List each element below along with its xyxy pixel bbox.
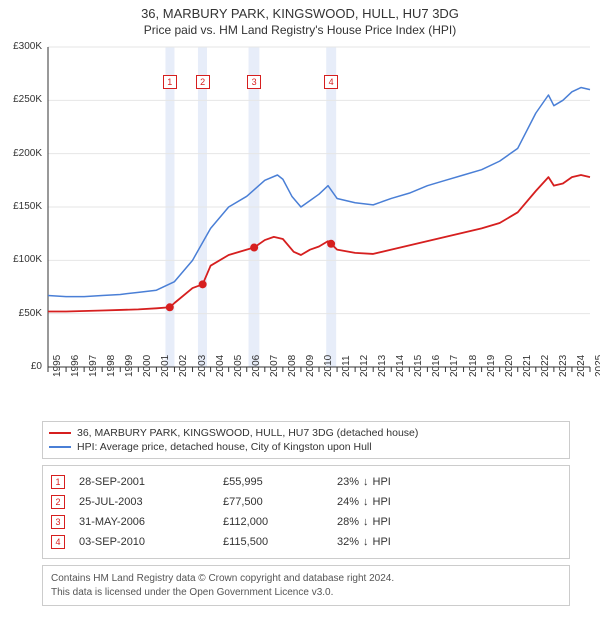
- sale-delta-hpi-label: HPI: [373, 476, 391, 488]
- x-axis-label: 2009: [305, 355, 316, 377]
- x-axis-label: 2015: [413, 355, 424, 377]
- sale-marker-num: 3: [51, 515, 65, 529]
- footer: Contains HM Land Registry data © Crown c…: [42, 565, 570, 606]
- x-axis-label: 2003: [197, 355, 208, 377]
- y-axis-label: £250K: [2, 94, 42, 105]
- sale-date: 28-SEP-2001: [79, 476, 209, 488]
- x-axis-label: 2011: [341, 355, 352, 377]
- legend-swatch: [49, 432, 71, 434]
- legend-item: HPI: Average price, detached house, City…: [49, 440, 563, 454]
- x-axis-label: 2017: [449, 355, 460, 377]
- x-axis-label: 1998: [106, 355, 117, 377]
- sale-delta: 23% ↓ HPI: [337, 476, 391, 488]
- legend-label: HPI: Average price, detached house, City…: [77, 441, 372, 453]
- legend-item: 36, MARBURY PARK, KINGSWOOD, HULL, HU7 3…: [49, 426, 563, 440]
- x-axis-label: 2024: [576, 355, 587, 377]
- arrow-down-icon: ↓: [363, 516, 369, 528]
- sale-delta: 28% ↓ HPI: [337, 516, 391, 528]
- sale-delta: 32% ↓ HPI: [337, 536, 391, 548]
- y-axis-label: £300K: [2, 41, 42, 52]
- x-axis-label: 1999: [124, 355, 135, 377]
- y-axis-label: £200K: [2, 148, 42, 159]
- x-axis-label: 2010: [323, 355, 334, 377]
- x-axis-label: 2019: [486, 355, 497, 377]
- arrow-down-icon: ↓: [363, 496, 369, 508]
- arrow-down-icon: ↓: [363, 536, 369, 548]
- y-axis-label: £0: [2, 361, 42, 372]
- x-axis-label: 2016: [431, 355, 442, 377]
- sale-delta-hpi-label: HPI: [373, 516, 391, 528]
- sale-marker-num: 1: [51, 475, 65, 489]
- sale-price: £112,000: [223, 516, 323, 528]
- chart-header: 36, MARBURY PARK, KINGSWOOD, HULL, HU7 3…: [0, 0, 600, 37]
- sale-delta-pct: 28%: [337, 516, 359, 528]
- x-axis-label: 2020: [504, 355, 515, 377]
- sale-delta-hpi-label: HPI: [373, 536, 391, 548]
- x-axis-label: 2005: [233, 355, 244, 377]
- x-axis-label: 2018: [468, 355, 479, 377]
- x-axis-label: 2000: [142, 355, 153, 377]
- sale-row: 2 25-JUL-2003 £77,500 24% ↓ HPI: [51, 492, 561, 512]
- sale-delta-pct: 32%: [337, 536, 359, 548]
- sale-row: 4 03-SEP-2010 £115,500 32% ↓ HPI: [51, 532, 561, 552]
- footer-line-1: Contains HM Land Registry data © Crown c…: [51, 572, 561, 586]
- chart-subtitle: Price paid vs. HM Land Registry's House …: [0, 23, 600, 37]
- sale-marker-num: 2: [51, 495, 65, 509]
- y-axis-label: £150K: [2, 201, 42, 212]
- x-axis-label: 2022: [540, 355, 551, 377]
- chart-area: £0 £50K £100K £150K £200K £250K £300K 1995 1996 1…: [0, 37, 600, 417]
- sale-date: 31-MAY-2006: [79, 516, 209, 528]
- sale-marker: 4: [324, 75, 338, 89]
- y-axis-label: £50K: [2, 308, 42, 319]
- x-axis-label: 2002: [178, 355, 189, 377]
- y-axis-label: £100K: [2, 254, 42, 265]
- x-axis-label: 1995: [52, 355, 63, 377]
- sale-marker: 2: [196, 75, 210, 89]
- sales-table: 1 28-SEP-2001 £55,995 23% ↓ HPI 2 25-JUL-2003 £7…: [42, 465, 570, 559]
- x-axis-label: 2012: [359, 355, 370, 377]
- legend: 36, MARBURY PARK, KINGSWOOD, HULL, HU7 3…: [42, 421, 570, 459]
- sale-delta-pct: 24%: [337, 496, 359, 508]
- arrow-down-icon: ↓: [363, 476, 369, 488]
- sale-row: 1 28-SEP-2001 £55,995 23% ↓ HPI: [51, 472, 561, 492]
- x-axis-label: 1996: [70, 355, 81, 377]
- x-axis-label: 2023: [558, 355, 569, 377]
- sale-marker-num: 4: [51, 535, 65, 549]
- sale-delta: 24% ↓ HPI: [337, 496, 391, 508]
- sale-date: 25-JUL-2003: [79, 496, 209, 508]
- x-axis-label: 2001: [160, 355, 171, 377]
- legend-label: 36, MARBURY PARK, KINGSWOOD, HULL, HU7 3…: [77, 427, 418, 439]
- footer-line-2: This data is licensed under the Open Gov…: [51, 586, 561, 600]
- sale-date: 03-SEP-2010: [79, 536, 209, 548]
- x-axis-label: 2021: [522, 355, 533, 377]
- x-axis-label: 2014: [395, 355, 406, 377]
- sale-marker: 3: [247, 75, 261, 89]
- sale-row: 3 31-MAY-2006 £112,000 28% ↓ HPI: [51, 512, 561, 532]
- sale-price: £77,500: [223, 496, 323, 508]
- x-axis-label: 2025: [594, 355, 600, 377]
- x-axis-label: 2006: [251, 355, 262, 377]
- sale-marker: 1: [163, 75, 177, 89]
- sale-delta-hpi-label: HPI: [373, 496, 391, 508]
- legend-swatch: [49, 446, 71, 448]
- x-axis-label: 2013: [377, 355, 388, 377]
- sale-delta-pct: 23%: [337, 476, 359, 488]
- x-axis-label: 2007: [269, 355, 280, 377]
- x-axis-label: 2004: [215, 355, 226, 377]
- x-axis-label: 2008: [287, 355, 298, 377]
- chart-title: 36, MARBURY PARK, KINGSWOOD, HULL, HU7 3…: [0, 6, 600, 21]
- x-axis-label: 1997: [88, 355, 99, 377]
- sale-price: £55,995: [223, 476, 323, 488]
- sale-price: £115,500: [223, 536, 323, 548]
